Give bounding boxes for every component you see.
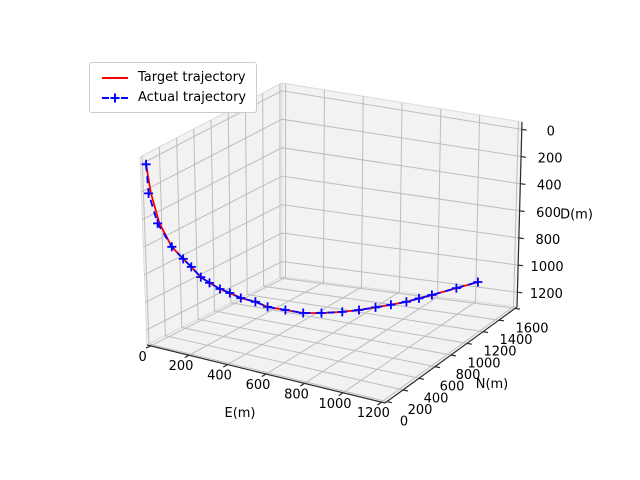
- ticks: [145, 128, 527, 406]
- panes: [139, 82, 523, 404]
- y-tick-label: 0: [400, 415, 408, 430]
- y-tick-label: 1200: [483, 345, 516, 360]
- y-tick-label: 1000: [467, 356, 500, 371]
- grid-z: [144, 204, 519, 276]
- grid-z: [143, 175, 520, 248]
- y-tick-mark: [466, 342, 472, 345]
- y-tick-label: 400: [424, 391, 449, 406]
- y-tick-mark: [418, 377, 425, 380]
- y-tick-label: 1400: [499, 333, 532, 348]
- x-tick-label: 400: [207, 369, 232, 384]
- z-tick-label: 800: [535, 233, 560, 248]
- grid-z: [145, 232, 519, 303]
- y-tick-mark: [498, 319, 505, 322]
- y-tick-mark: [402, 389, 409, 392]
- y-tick-label: 200: [408, 403, 433, 418]
- z-tick-mark: [519, 210, 525, 213]
- x-tick-label: 600: [246, 378, 271, 393]
- grid-lines: [140, 83, 522, 403]
- grid-z: [140, 90, 522, 165]
- y-tick-mark: [434, 366, 441, 369]
- target-line-swatch: [102, 76, 128, 79]
- legend-label-target: Target trajectory: [138, 70, 246, 85]
- grid-z: [146, 260, 518, 331]
- z-tick-label: 600: [536, 206, 561, 221]
- y-tick-mark: [482, 331, 488, 334]
- axis-labels: E(m) N(m) D(m): [224, 208, 592, 422]
- z-tick-mark: [517, 291, 523, 294]
- z-tick-label: 200: [538, 152, 563, 167]
- y-tick-label: 800: [456, 368, 481, 383]
- y-axis-label: N(m): [476, 377, 509, 392]
- y-tick-label: 600: [440, 380, 465, 395]
- z-tick-mark: [521, 155, 527, 158]
- z-axis-label: D(m): [560, 208, 593, 223]
- grid-z: [142, 147, 521, 221]
- legend-label-actual: Actual trajectory: [138, 90, 247, 105]
- x-tick-mark: [145, 345, 151, 349]
- y-tick-mark: [514, 307, 521, 310]
- x-tick-label: 0: [138, 350, 146, 365]
- y-tick-mark: [386, 401, 392, 404]
- trajectory-plus-markers: [141, 159, 483, 318]
- x-tick-mark: [261, 373, 267, 378]
- z-tick-mark: [518, 237, 524, 240]
- x-axis-label: E(m): [224, 406, 255, 421]
- actual-line-swatch: [102, 93, 128, 102]
- legend: Target trajectory Actual trajectory: [89, 62, 258, 113]
- legend-item-actual: Actual trajectory: [100, 90, 246, 105]
- x-tick-label: 800: [284, 387, 309, 402]
- x-tick-mark: [338, 392, 344, 397]
- z-tick-label: 1200: [530, 287, 563, 302]
- z-axis-line: [516, 121, 523, 308]
- x-tick-mark: [222, 364, 228, 368]
- legend-item-target: Target trajectory: [100, 70, 246, 85]
- x-tick-label: 1200: [357, 406, 390, 421]
- x-tick-label: 200: [169, 359, 194, 374]
- grid-z: [141, 118, 522, 193]
- x-tick-mark: [184, 354, 190, 359]
- z-tick-label: 400: [537, 179, 562, 194]
- x-tick-label: 1000: [318, 397, 351, 412]
- x-tick-mark: [377, 401, 382, 406]
- z-tick-mark: [518, 264, 524, 267]
- z-tick-mark: [521, 128, 527, 131]
- tick-labels: 0200400600800100012000200400600800100012…: [138, 124, 563, 429]
- z-tick-mark: [520, 183, 526, 185]
- y-tick-mark: [450, 354, 457, 357]
- z-tick-label: 1000: [531, 260, 564, 275]
- actual-trajectory: [141, 159, 483, 318]
- z-tick-label: 0: [547, 124, 555, 139]
- y-tick-label: 1600: [515, 321, 548, 336]
- x-tick-mark: [299, 382, 305, 387]
